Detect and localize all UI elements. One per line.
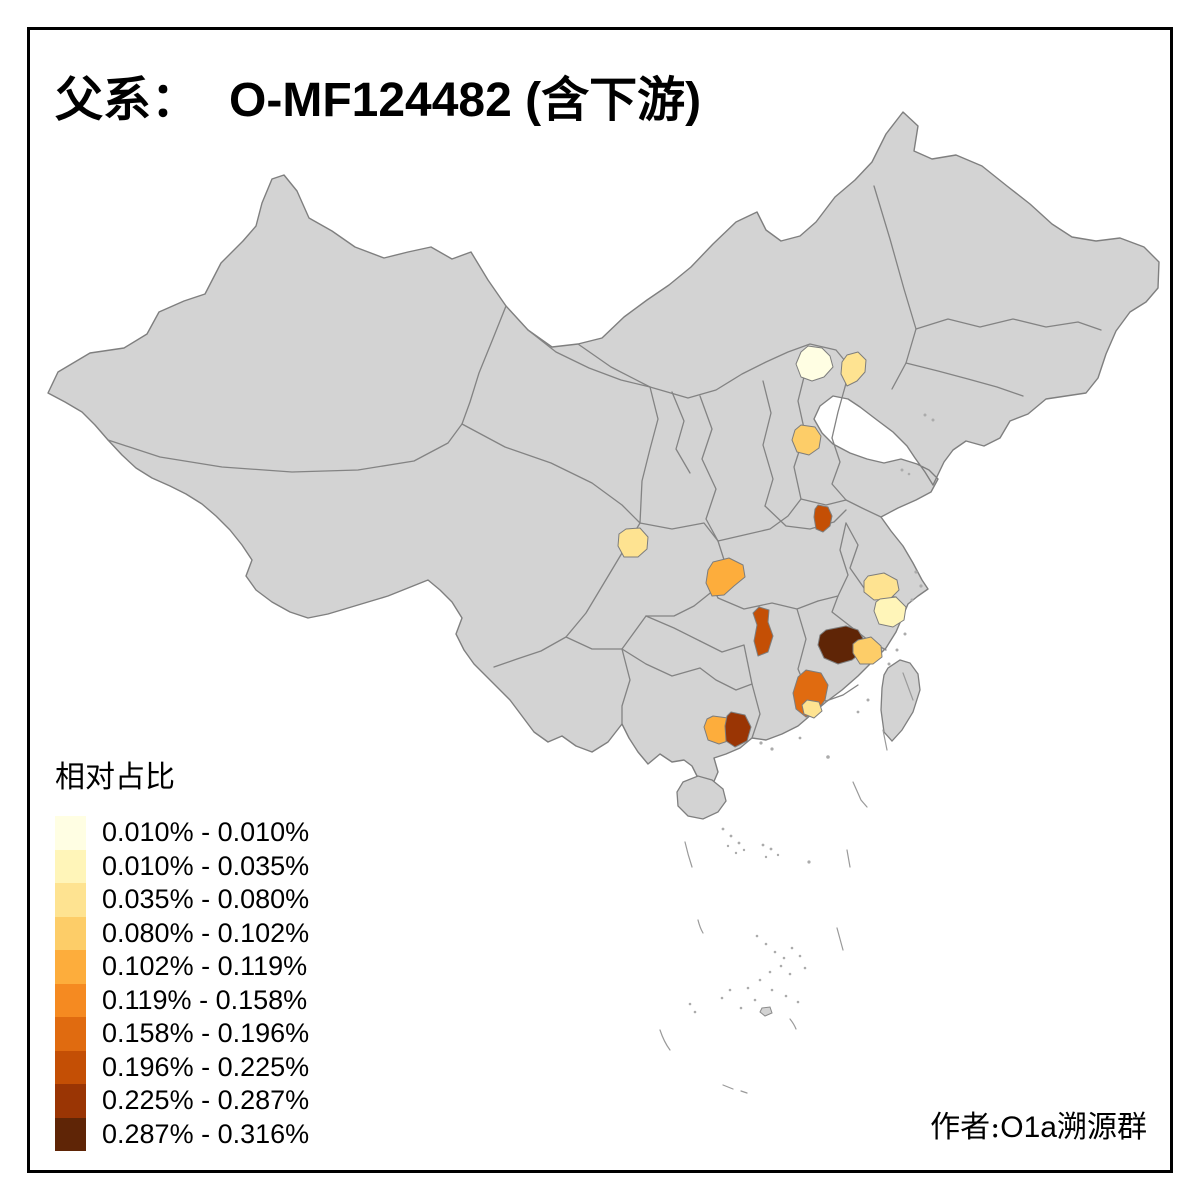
legend-color-swatch bbox=[55, 1117, 86, 1151]
highlighted-region bbox=[801, 699, 823, 719]
title-prefix: 父系： bbox=[55, 72, 200, 128]
legend-row: 0.287% - 0.316% bbox=[55, 1117, 310, 1151]
legend-range-label: 0.287% - 0.316% bbox=[102, 1118, 310, 1149]
title-paren-open: ( bbox=[525, 74, 542, 127]
legend-color-swatch bbox=[55, 816, 86, 850]
highlighted-region bbox=[817, 625, 865, 665]
legend-row: 0.010% - 0.035% bbox=[55, 849, 310, 883]
legend-row: 0.080% - 0.102% bbox=[55, 916, 310, 950]
legend-range-label: 0.158% - 0.196% bbox=[102, 1018, 310, 1048]
legend-row: 0.158% - 0.196% bbox=[55, 1017, 309, 1051]
highlighted-region bbox=[752, 606, 774, 657]
legend-color-swatch bbox=[55, 983, 86, 1017]
legend-color-swatch bbox=[55, 883, 86, 917]
legend-range-label: 0.119% - 0.158% bbox=[102, 984, 308, 1015]
highlighted-region bbox=[617, 527, 649, 558]
legend-range-label: 0.035% - 0.080% bbox=[102, 884, 310, 914]
legend-title: 相对占比 bbox=[55, 760, 175, 795]
mainland-outline bbox=[47, 111, 1160, 791]
legend-range-label: 0.010% - 0.010% bbox=[102, 817, 310, 847]
highlighted-region bbox=[795, 345, 834, 382]
legend-range-label: 0.196% - 0.225% bbox=[102, 1051, 310, 1082]
highlighted-region bbox=[705, 557, 746, 597]
page-title: 父系： O-MF124482 (含下游) bbox=[55, 60, 701, 130]
legend-range-label: 0.080% - 0.102% bbox=[102, 917, 310, 948]
credit-latin: O1a bbox=[1000, 1111, 1057, 1144]
title-haplogroup: O-MF124482 bbox=[229, 74, 512, 127]
island-chain-lines bbox=[659, 672, 914, 1094]
author-credit: 作者:O1a溯源群 bbox=[930, 1102, 1147, 1146]
legend-row: 0.225% - 0.287% bbox=[55, 1084, 309, 1118]
hainan-island bbox=[676, 775, 727, 820]
highlighted-region bbox=[873, 596, 907, 628]
title-downstream: 含下游 bbox=[541, 72, 686, 128]
highlighted-region bbox=[840, 351, 867, 387]
title-paren-close: ) bbox=[685, 74, 702, 127]
legend-row: 0.196% - 0.225% bbox=[55, 1050, 310, 1084]
highlighted-region bbox=[852, 636, 883, 665]
legend-color-swatch bbox=[55, 916, 86, 950]
legend-range-label: 0.225% - 0.287% bbox=[102, 1085, 310, 1115]
legend-row: 0.010% - 0.010% bbox=[55, 816, 309, 850]
legend-range-label: 0.010% - 0.035% bbox=[102, 850, 310, 881]
legend-range-label: 0.102% - 0.119% bbox=[102, 951, 308, 981]
highlighted-regions bbox=[617, 345, 907, 748]
legend-color-swatch bbox=[55, 1050, 86, 1084]
legend-entries: 0.010% - 0.010% 0.010% - 0.035% 0.035% -… bbox=[55, 816, 309, 1151]
highlighted-region bbox=[724, 711, 752, 748]
legend-color-swatch bbox=[55, 1084, 86, 1118]
taiwan-island bbox=[880, 659, 921, 742]
province-borders bbox=[107, 185, 1102, 739]
legend: 相对占比 0.010% - 0.010% 0.010% - 0.035% 0.0… bbox=[55, 752, 309, 1151]
credit-label: 作者: bbox=[930, 1110, 1001, 1145]
credit-name: 溯源群 bbox=[1057, 1110, 1147, 1145]
legend-color-swatch bbox=[55, 849, 86, 883]
legend-color-swatch bbox=[55, 950, 86, 984]
legend-color-swatch bbox=[55, 1017, 86, 1051]
legend-row: 0.102% - 0.119% bbox=[55, 950, 309, 984]
highlighted-region bbox=[791, 424, 822, 456]
highlighted-region bbox=[813, 504, 833, 533]
legend-row: 0.119% - 0.158% bbox=[55, 983, 309, 1017]
legend-row: 0.035% - 0.080% bbox=[55, 883, 309, 917]
minor-islands bbox=[688, 413, 935, 1017]
